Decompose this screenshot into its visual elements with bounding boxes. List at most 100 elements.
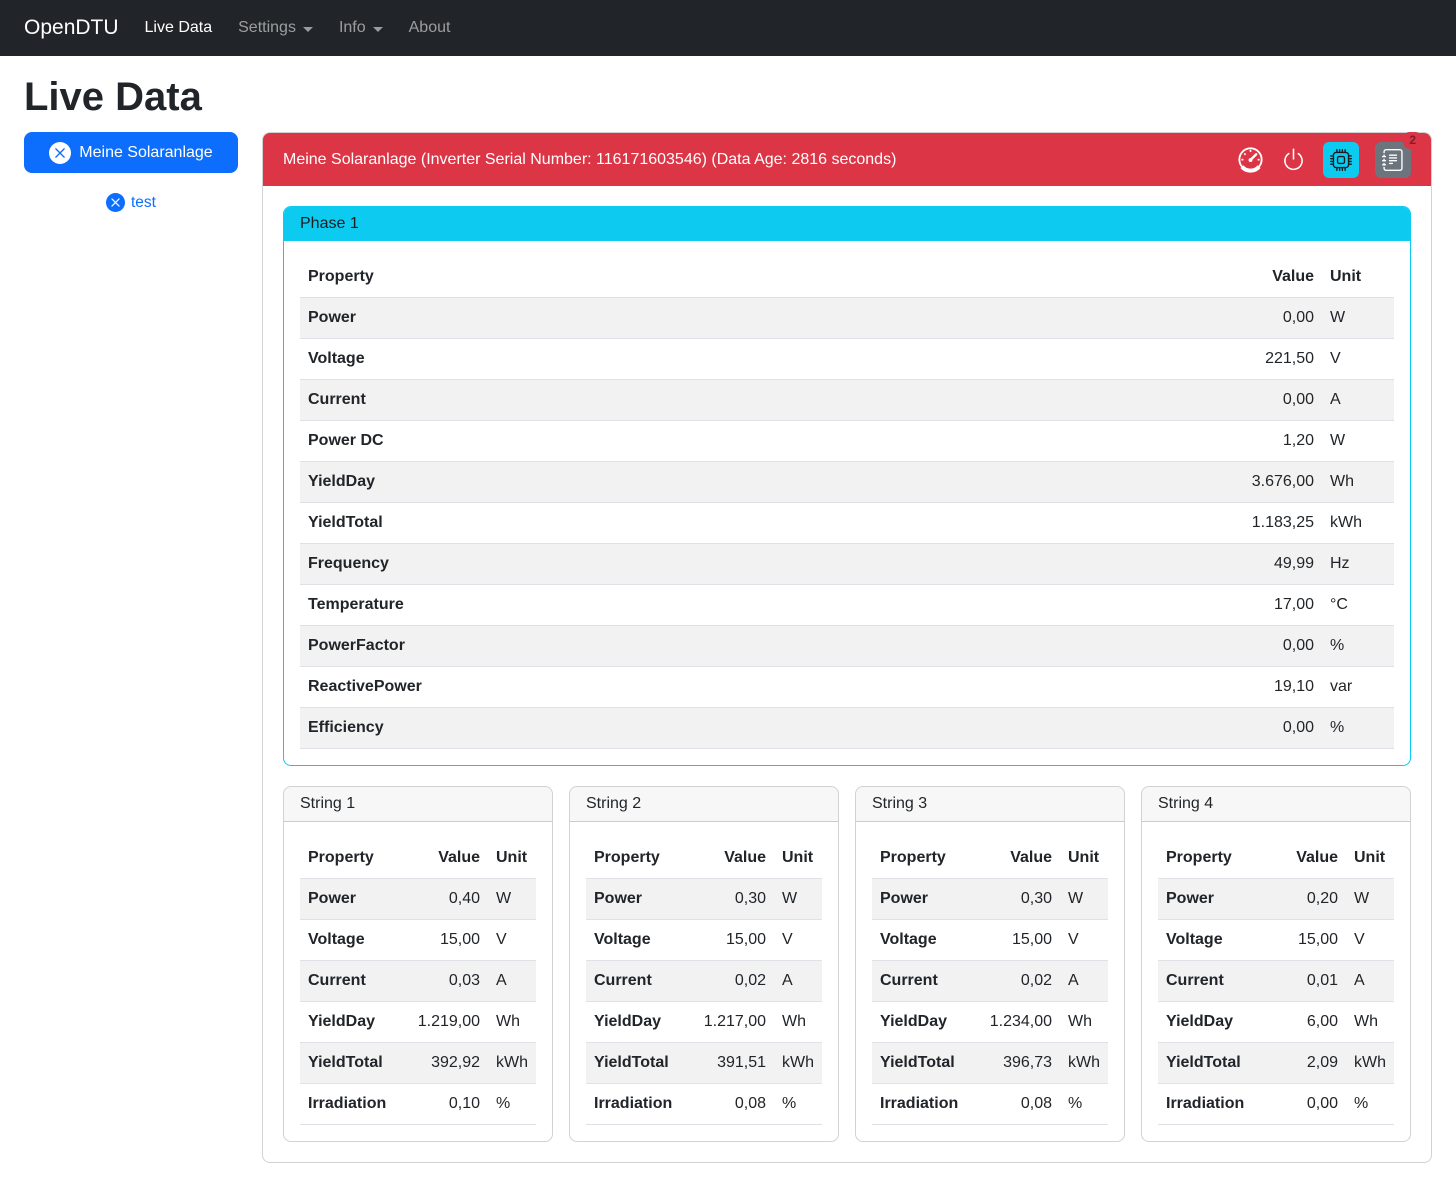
value-cell: 1.234,00	[974, 1001, 1060, 1043]
table-row: Current 0,00 A	[300, 379, 1394, 421]
property-cell: Power	[300, 297, 938, 339]
value-cell: 15,00	[1274, 919, 1346, 961]
table-row: YieldDay 1.219,00 Wh	[300, 1001, 536, 1043]
table-header-row: Property Value Unit	[300, 838, 536, 879]
value-cell: 0,00	[1274, 1083, 1346, 1125]
nav-item-about[interactable]: About	[409, 19, 451, 37]
table-row: Voltage 15,00 V	[1158, 919, 1394, 961]
phase-card-body: Property Value Unit Power 0,00 W Voltage 221,50…	[284, 241, 1410, 765]
unit-cell: W	[1060, 878, 1108, 920]
inverter-select-label: Meine Solaranlage	[79, 143, 213, 161]
event-log-button[interactable]: 2	[1375, 131, 1422, 178]
nav-item-settings[interactable]: Settings	[238, 19, 313, 37]
device-info-button[interactable]	[1323, 141, 1359, 178]
unit-cell: %	[488, 1083, 536, 1125]
string-card: String 1 Property Value Unit Power 0,40 W Volta…	[283, 786, 553, 1142]
value-cell: 0,02	[688, 960, 774, 1002]
property-cell: Power DC	[300, 420, 938, 462]
nav-item-label: About	[408, 19, 451, 36]
column-header-value: Value	[1274, 838, 1346, 879]
value-cell: 0,00	[937, 707, 1322, 749]
unit-cell: W	[488, 878, 536, 920]
string-card: String 2 Property Value Unit Power 0,30 W Volta…	[569, 786, 839, 1142]
inverter-selector: Meine Solaranlage test	[24, 132, 238, 212]
table-row: Current 0,02 A	[872, 960, 1108, 1002]
column-header-property: Property	[872, 838, 975, 879]
value-cell: 0,08	[688, 1083, 774, 1125]
unit-cell: %	[774, 1083, 822, 1125]
phase-card: Phase 1 Property Value Unit Power 0,00 W Volta…	[283, 206, 1411, 766]
string-table: Property Value Unit Power 0,30 W Voltage 15,00 V…	[586, 838, 822, 1125]
property-cell: YieldDay	[1158, 1001, 1275, 1043]
property-cell: PowerFactor	[300, 625, 938, 667]
unit-cell: V	[774, 919, 822, 961]
value-cell: 0,08	[974, 1083, 1060, 1125]
unit-cell: Wh	[774, 1001, 822, 1043]
property-cell: YieldDay	[300, 461, 938, 503]
table-row: YieldDay 3.676,00 Wh	[300, 461, 1394, 503]
caret-down-icon	[372, 26, 383, 32]
table-row: Power 0,00 W	[300, 297, 1394, 339]
column-header-unit: Unit	[1322, 257, 1394, 298]
value-cell: 0,01	[1274, 960, 1346, 1002]
table-row: Power DC 1,20 W	[300, 420, 1394, 462]
limit-settings-button[interactable]	[1237, 146, 1264, 173]
value-cell: 0,20	[1274, 878, 1346, 920]
page-title: Live Data	[24, 75, 202, 119]
value-cell: 1.217,00	[688, 1001, 774, 1043]
property-cell: YieldTotal	[872, 1042, 975, 1084]
app-brand[interactable]: OpenDTU	[24, 16, 119, 39]
string-table: Property Value Unit Power 0,20 W Voltage 15,00 V…	[1158, 838, 1394, 1125]
value-cell: 6,00	[1274, 1001, 1346, 1043]
unit-cell: Hz	[1322, 543, 1394, 585]
inverter-card-title: Meine Solaranlage (Inverter Serial Numbe…	[283, 150, 897, 168]
table-row: Irradiation 0,10%	[300, 1083, 536, 1125]
caret-down-icon	[302, 26, 313, 32]
phase-card-title: Phase 1	[284, 207, 1410, 241]
table-row: PowerFactor 0,00%	[300, 625, 1394, 667]
column-header-unit: Unit	[1346, 838, 1394, 879]
table-row: Current 0,02 A	[586, 960, 822, 1002]
table-row: Voltage 15,00 V	[586, 919, 822, 961]
phase-table: Property Value Unit Power 0,00 W Voltage 221,50…	[300, 257, 1394, 749]
table-row: YieldTotal 396,73 kWh	[872, 1042, 1108, 1084]
column-header-value: Value	[402, 838, 488, 879]
property-cell: Power	[1158, 878, 1275, 920]
string-card-body: Property Value Unit Power 0,40 W Voltage 15,00 V…	[284, 822, 552, 1141]
property-cell: Power	[300, 878, 403, 920]
property-cell: ReactivePower	[300, 666, 938, 708]
value-cell: 15,00	[402, 919, 488, 961]
journal-text-icon	[1382, 148, 1404, 171]
x-circle-icon	[106, 193, 125, 212]
content-row: Meine Solaranlage test Meine Solaranlage…	[0, 131, 1456, 1187]
value-cell: 0,30	[688, 878, 774, 920]
nav-item-live-data[interactable]: Live Data	[145, 19, 213, 37]
speedometer-icon	[1237, 146, 1264, 173]
property-cell: Temperature	[300, 584, 938, 626]
value-cell: 49,99	[937, 543, 1322, 585]
string-card-title: String 3	[856, 787, 1124, 822]
unit-cell: W	[1346, 878, 1394, 920]
inverter-select-test[interactable]: test	[24, 193, 238, 212]
property-cell: YieldDay	[872, 1001, 975, 1043]
cpu-icon	[1330, 148, 1352, 171]
value-cell: 0,00	[937, 625, 1322, 667]
property-cell: Power	[872, 878, 975, 920]
unit-cell: A	[774, 960, 822, 1002]
power-toggle-button[interactable]	[1280, 146, 1307, 173]
column-header-unit: Unit	[774, 838, 822, 879]
column-header-property: Property	[300, 257, 938, 298]
property-cell: Current	[872, 960, 975, 1002]
nav-item-info[interactable]: Info	[339, 19, 383, 37]
string-card-title: String 1	[284, 787, 552, 822]
value-cell: 0,02	[974, 960, 1060, 1002]
table-row: Temperature 17,00 °C	[300, 584, 1394, 626]
unit-cell: %	[1322, 707, 1394, 749]
value-cell: 0,00	[937, 297, 1322, 339]
table-row: Power 0,20 W	[1158, 878, 1394, 920]
column-header-unit: Unit	[488, 838, 536, 879]
inverter-select-button[interactable]: Meine Solaranlage	[24, 132, 238, 173]
event-count-badge: 2	[1403, 131, 1422, 149]
unit-cell: V	[1346, 919, 1394, 961]
table-row: Irradiation 0,08%	[872, 1083, 1108, 1125]
